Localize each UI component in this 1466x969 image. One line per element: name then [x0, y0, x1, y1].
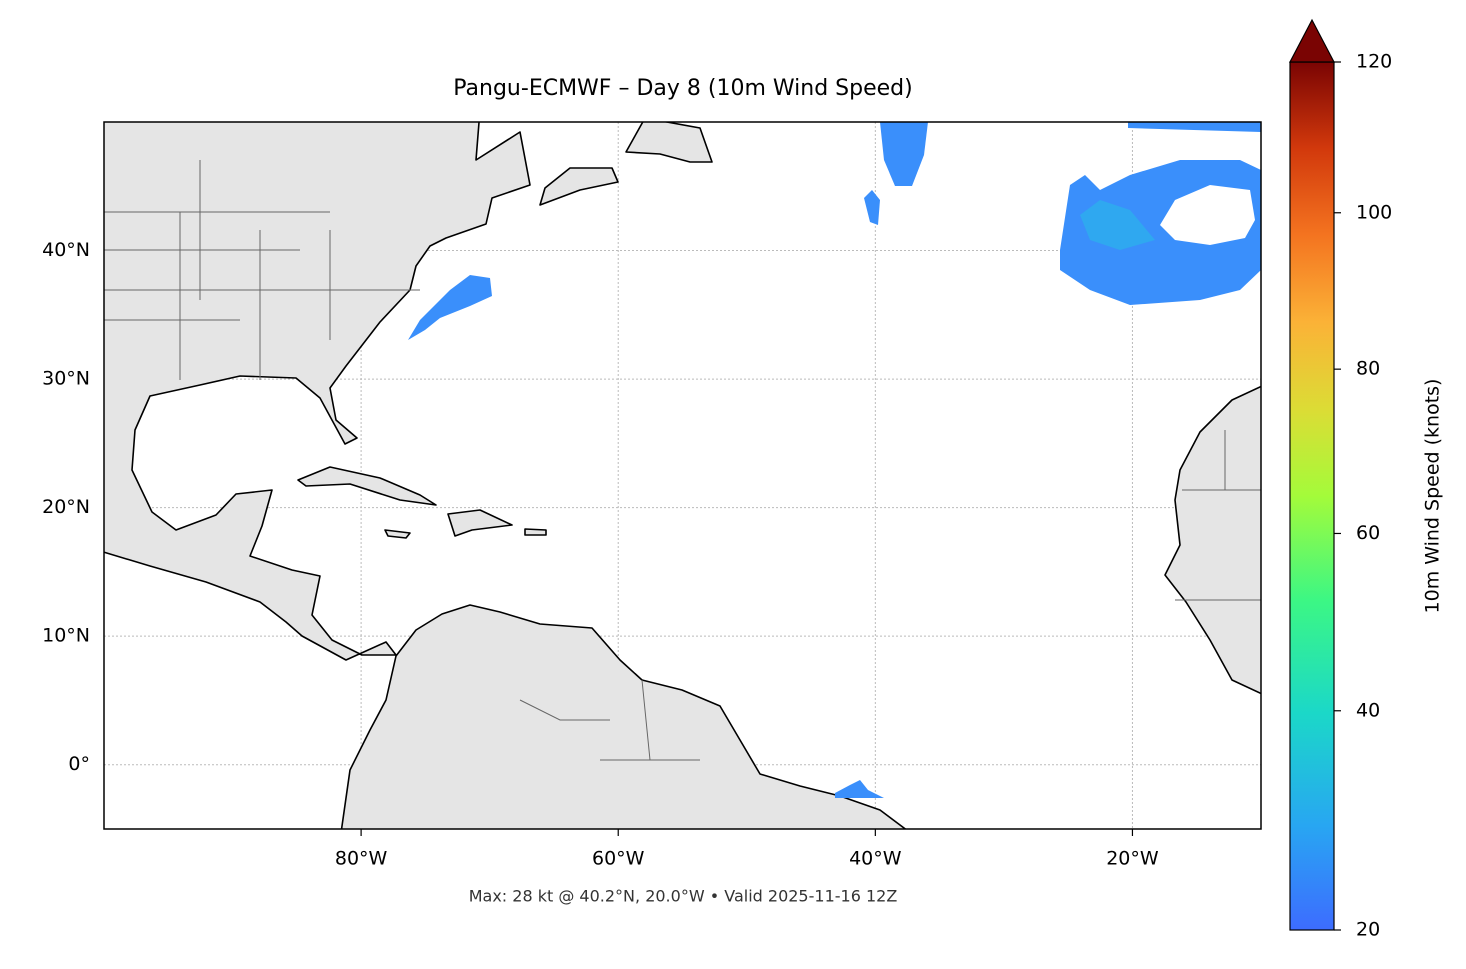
colorbar-tick-label: 80: [1356, 358, 1380, 380]
jamaica: [384, 529, 411, 539]
colorbar-tick-label: 20: [1356, 919, 1380, 941]
us-borders: [104, 160, 1261, 761]
hispaniola: [447, 509, 513, 537]
y-tick-label: 0°: [68, 753, 90, 775]
cuba: [297, 466, 437, 506]
y-tick-label: 10°N: [42, 625, 90, 647]
colorbar-tick-label: 120: [1356, 51, 1392, 73]
colorbar-tick-label: 40: [1356, 699, 1380, 721]
wind-patch: [880, 122, 928, 186]
colorbar-label: 10m Wind Speed (knots): [1422, 379, 1444, 614]
chart-title: Pangu-ECMWF – Day 8 (10m Wind Speed): [453, 76, 912, 101]
map-layer: [104, 122, 1261, 829]
wind-patch: [835, 780, 884, 798]
y-tick-label: 40°N: [42, 239, 90, 261]
africa: [1164, 385, 1261, 695]
colorbar-extend: [1289, 18, 1335, 63]
x-tick-label: 40°W: [849, 848, 902, 870]
x-tick-label: 80°W: [335, 848, 388, 870]
colorbar-body: [1289, 61, 1335, 931]
canada-maritimes: [539, 167, 619, 206]
wind-patch: [408, 275, 492, 340]
axis-ticks: 80°W 60°W 40°W 20°W 0° 10°N 20°N 30°N 40°N: [42, 239, 1159, 869]
x-tick-label: 60°W: [592, 848, 645, 870]
wind-patch: [1128, 122, 1261, 132]
wind-patch: [1060, 160, 1261, 305]
subtitle: Max: 28 kt @ 40.2°N, 20.0°W • Valid 2025…: [469, 887, 898, 906]
plot-frame: [103, 121, 1262, 830]
south-america: [340, 604, 907, 829]
wind-patch: [864, 190, 880, 225]
colorbar: 10m Wind Speed (knots) 20 40 60 80 100 120: [1289, 18, 1444, 941]
x-tick-label: 20°W: [1106, 848, 1159, 870]
y-tick-label: 30°N: [42, 368, 90, 390]
colorbar-tick-label: 100: [1356, 201, 1392, 223]
newfoundland: [625, 122, 713, 163]
colorbar-tick-label: 60: [1356, 522, 1380, 544]
puerto-rico: [524, 528, 547, 536]
wind-patch-core: [1080, 200, 1155, 250]
y-tick-label: 20°N: [42, 496, 90, 518]
north-america: [104, 122, 531, 661]
